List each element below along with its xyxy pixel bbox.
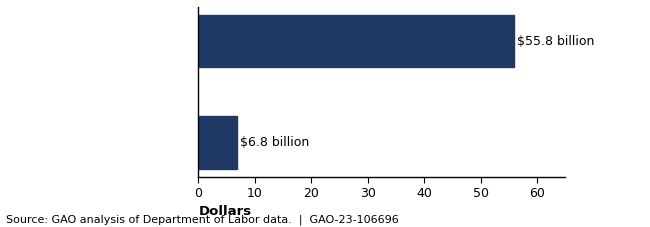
Text: $55.8 billion: $55.8 billion — [517, 35, 594, 47]
Text: Source: GAO analysis of Department of Labor data.  |  GAO-23-106696: Source: GAO analysis of Department of La… — [6, 214, 399, 225]
Text: $6.8 billion: $6.8 billion — [240, 136, 309, 149]
Bar — [198, 116, 237, 169]
X-axis label: Dollars: Dollars — [198, 205, 252, 218]
Bar — [198, 15, 514, 67]
